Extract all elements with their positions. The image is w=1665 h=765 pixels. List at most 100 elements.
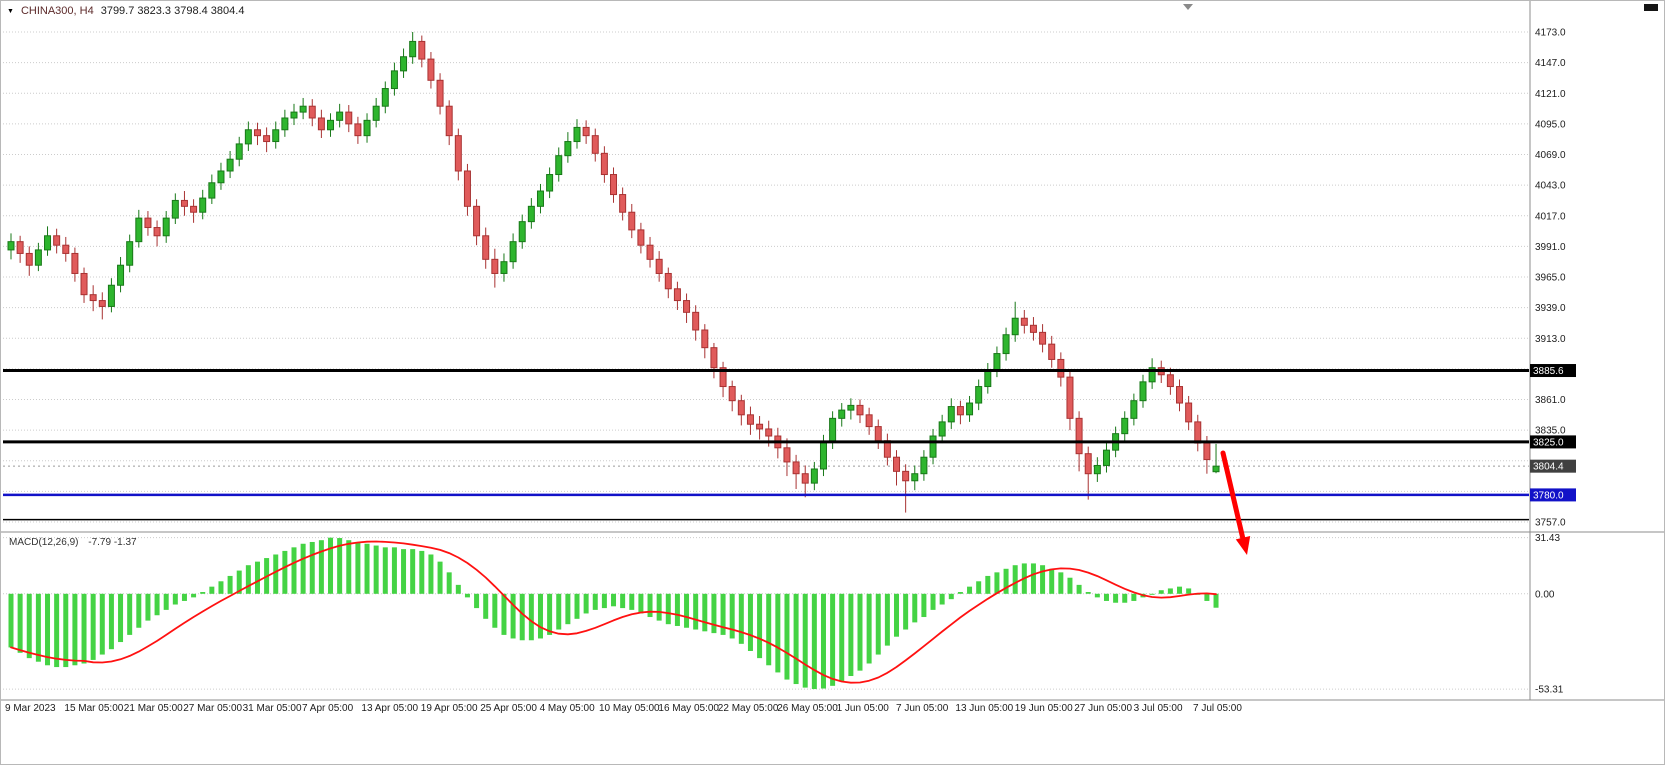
- candle-body: [956, 406, 964, 416]
- candle-body: [984, 369, 992, 388]
- macd-histogram-bar: [930, 593, 936, 610]
- macd-histogram-bar: [26, 593, 32, 659]
- macd-histogram-bar: [830, 593, 836, 686]
- macd-histogram-bar: [428, 554, 434, 594]
- date-axis-label: 7 Apr 05:00: [302, 703, 354, 714]
- macd-histogram-bar: [583, 593, 589, 614]
- macd-histogram-bar: [802, 593, 808, 688]
- candle-body: [628, 211, 636, 231]
- candle-body: [44, 235, 52, 251]
- candle-body: [1203, 442, 1211, 461]
- price-level-tag-text: 3780.0: [1533, 490, 1564, 501]
- macd-histogram-bar: [528, 593, 534, 641]
- candle-body: [591, 135, 599, 154]
- price-axis-label: 3939.0: [1535, 303, 1566, 314]
- chart-end-marker: [1644, 4, 1658, 11]
- candle-body: [701, 329, 709, 349]
- macd-histogram-bar: [985, 575, 991, 594]
- macd-histogram-bar: [236, 570, 242, 594]
- macd-histogram-bar: [492, 593, 498, 628]
- macd-histogram-bar: [684, 593, 690, 628]
- candle-body: [363, 119, 371, 137]
- macd-histogram-bar: [464, 593, 470, 598]
- candle-body: [436, 79, 444, 107]
- macd-signal-line: [10, 540, 1217, 684]
- macd-histogram-bar: [391, 547, 397, 594]
- candle-body: [920, 456, 928, 475]
- chart-header: ▼ CHINA300, H4 3799.7 3823.3 3798.4 3804…: [7, 5, 244, 17]
- candle-body: [162, 217, 170, 237]
- macd-histogram-bar: [437, 561, 443, 594]
- candle-body: [290, 111, 298, 119]
- candle-body: [564, 141, 572, 157]
- price-axis-label: 4095.0: [1535, 119, 1566, 130]
- candle-body: [281, 117, 289, 131]
- candle-body: [445, 105, 453, 137]
- trend-arrow-annotation[interactable]: [1220, 450, 1251, 555]
- macd-histogram-bar: [35, 593, 41, 662]
- macd-histogram-bar: [510, 593, 516, 639]
- candle-body: [719, 367, 727, 388]
- macd-histogram-bar: [775, 593, 781, 673]
- candle-body: [354, 123, 362, 137]
- candle-body: [810, 468, 818, 484]
- candle-body: [473, 205, 481, 237]
- date-axis-label: 4 May 05:00: [540, 703, 595, 714]
- candle-body: [975, 386, 983, 404]
- symbol-dropdown-icon[interactable]: ▼: [7, 7, 14, 15]
- candle-body: [1185, 402, 1193, 423]
- date-axis-label: 7 Jun 05:00: [896, 703, 949, 714]
- macd-current-values: -7.79 -1.37: [88, 537, 137, 548]
- macd-histogram-bar: [1003, 568, 1009, 594]
- candle-body: [819, 441, 827, 470]
- macd-histogram-bar: [519, 593, 525, 641]
- candle-body: [1011, 317, 1019, 336]
- macd-histogram-bar: [738, 593, 744, 644]
- macd-histogram-bar: [1058, 572, 1064, 594]
- candle-body: [1002, 334, 1010, 355]
- macd-histogram-bar: [912, 593, 918, 623]
- candle-body: [1020, 317, 1028, 326]
- macd-histogram-bar: [291, 547, 297, 594]
- macd-histogram-bar: [127, 593, 133, 635]
- symbol-timeframe-label: CHINA300, H4: [20, 5, 94, 17]
- candle-body: [728, 386, 736, 402]
- macd-histogram-bar: [218, 581, 224, 594]
- candle-body: [372, 105, 380, 121]
- candle-body: [89, 294, 97, 302]
- chart-shift-marker[interactable]: [1183, 4, 1193, 10]
- macd-histogram-bar: [1067, 577, 1073, 594]
- macd-histogram-bar: [446, 572, 452, 594]
- macd-histogram-bar: [63, 593, 69, 668]
- candle-body: [34, 249, 42, 266]
- candle-body: [491, 258, 499, 274]
- macd-histogram-bar: [784, 593, 790, 680]
- candle-body: [829, 417, 837, 443]
- candle-body: [546, 174, 554, 192]
- candle-body: [180, 199, 188, 207]
- macd-histogram-bar: [181, 593, 187, 601]
- macd-axis-label: 0.00: [1535, 589, 1555, 600]
- candle-body: [244, 129, 252, 145]
- macd-histogram-bar: [957, 592, 963, 594]
- macd-histogram-bar: [1158, 590, 1164, 594]
- candle-body: [235, 143, 243, 160]
- date-axis-label: 25 Apr 05:00: [480, 703, 537, 714]
- candle-body: [783, 447, 791, 463]
- candle-body: [409, 40, 417, 58]
- macd-histogram-bar: [209, 586, 215, 594]
- candle-body: [1093, 464, 1101, 475]
- price-axis-label: 3913.0: [1535, 334, 1566, 345]
- candle-body: [190, 205, 198, 213]
- macd-histogram-bar: [620, 593, 626, 609]
- candle-body: [1212, 465, 1220, 473]
- price-axis-label: 3835.0: [1535, 426, 1566, 437]
- macd-histogram-bar: [939, 593, 945, 605]
- candle-body: [838, 409, 846, 419]
- candle-body: [107, 284, 115, 307]
- candle-body: [272, 129, 280, 143]
- candle-body: [427, 58, 435, 81]
- price-axis-label: 3965.0: [1535, 273, 1566, 284]
- candle-body: [902, 470, 910, 482]
